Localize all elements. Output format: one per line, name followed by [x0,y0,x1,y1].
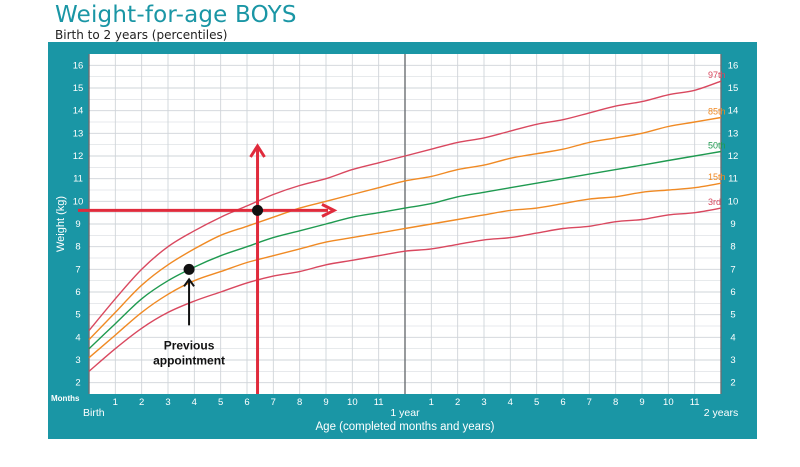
chart-subtitle: Birth to 2 years (percentiles) [55,28,228,42]
x-tick-label: 8 [613,397,618,408]
y-tick-label-left: 2 [75,378,80,389]
y-tick-label-left: 14 [73,106,84,117]
y-tick-label-right: 9 [730,219,735,230]
curve-label-3rd: 3rd [708,197,721,207]
x-tick-label: 10 [347,397,358,408]
measurement-point [183,263,195,275]
x-axis-label: Age (completed months and years) [316,421,495,433]
y-tick-label-right: 13 [728,128,739,139]
curve-label-85th: 85th [708,106,726,116]
y-tick-label-left: 5 [75,310,80,321]
age-arrow-head [249,143,266,158]
curve-50th [88,150,722,350]
annotation-arrow-head [183,277,195,287]
x-tick-label: 8 [297,397,302,408]
curve-label-97th: 97th [708,70,726,80]
curve-15th [88,182,722,359]
y-tick-label-left: 3 [75,355,80,366]
x-tick-label: 6 [560,397,565,408]
x-tick-label: 10 [663,397,674,408]
y-tick-label-left: 7 [75,264,80,275]
x-tick-label: 2 [455,397,460,408]
x-tick-label: 9 [323,397,328,408]
x-tick-label: 11 [374,397,384,408]
y-tick-label-right: 7 [730,264,735,275]
y-tick-label-right: 6 [730,287,735,298]
x-tick-label: 1 [113,397,118,408]
y-tick-label-left: 10 [73,196,84,207]
y-tick-label-left: 16 [73,60,84,71]
y-tick-label-right: 10 [728,196,739,207]
x-year-label: Birth [83,407,105,419]
x-tick-label: 4 [508,397,513,408]
curve-label-50th: 50th [708,140,726,150]
curve-label-15th: 15th [708,172,726,182]
curve-85th [88,116,722,341]
x-tick-label: 3 [481,397,486,408]
weight-arrow-head [321,203,338,218]
months-label: Months [51,394,80,403]
y-tick-label-right: 5 [730,310,735,321]
percentile-labels: 97th 85th 50th 15th 3rd [708,70,726,207]
y-tick-label-right: 8 [730,242,735,253]
x-tick-label: 5 [218,397,223,408]
x-tick-label: 7 [587,397,592,408]
measurement-point [252,204,264,216]
percentile-curves [88,80,722,372]
y-tick-label-right: 11 [728,174,738,185]
y-tick-label-left: 4 [75,332,80,343]
curve-97th [88,80,722,331]
reference-lines [78,143,338,394]
y-tick-label-right: 2 [730,378,735,389]
grid-lines [88,54,722,394]
y-tick-label-right: 15 [728,83,739,94]
y-tick-label-left: 9 [75,219,80,230]
y-tick-label-left: 8 [75,242,80,253]
x-tick-label: 3 [165,397,170,408]
x-tick-label: 1 [429,397,434,408]
y-tick-label-left: 12 [73,151,84,162]
x-tick-label: 9 [639,397,644,408]
y-tick-label-right: 16 [728,60,739,71]
y-tick-label-right: 4 [730,332,735,343]
data-points: Previous appointment [153,204,264,367]
x-tick-label: 2 [139,397,144,408]
x-year-label: 2 years [704,407,738,419]
curve-3rd [88,207,722,372]
x-tick-label: 4 [192,397,197,408]
x-tick-label: 11 [690,397,700,408]
y-tick-label-right: 3 [730,355,735,366]
y-tick-label-left: 13 [73,128,84,139]
y-tick-label-right: 12 [728,151,739,162]
y-axis-label: Weight (kg) [55,196,67,252]
x-tick-label: 5 [534,397,539,408]
x-tick-label: 7 [271,397,276,408]
x-tick-label: 6 [244,397,249,408]
y-tick-label-left: 11 [73,174,83,185]
x-year-label: 1 year [390,407,420,419]
chart-title: Weight-for-age BOYS [55,2,297,28]
y-tick-label-right: 14 [728,106,739,117]
y-tick-label-left: 6 [75,287,80,298]
annotation-label: Previous appointment [153,338,225,367]
y-tick-label-left: 15 [73,83,84,94]
